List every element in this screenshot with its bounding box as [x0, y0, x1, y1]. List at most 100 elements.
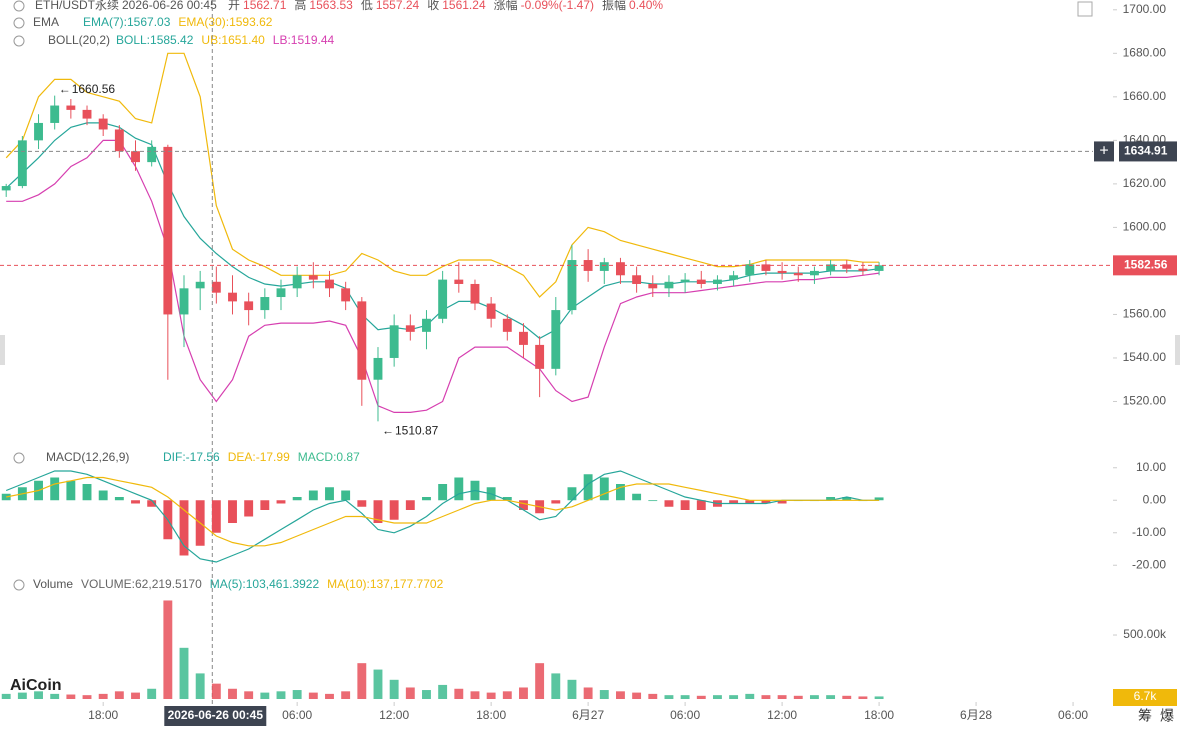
candle-body	[34, 122, 43, 141]
toggle-icon[interactable]	[13, 0, 25, 12]
candle-body	[777, 270, 787, 274]
macd-bar	[82, 484, 92, 501]
volume-bar	[405, 687, 415, 699]
macd-line	[6, 476, 880, 547]
legend-item: DEA:-17.99	[228, 450, 290, 464]
volume-tag	[1113, 689, 1177, 706]
legend-item: MACD:0.87	[298, 450, 360, 464]
candle-body	[147, 146, 157, 163]
macd-bar	[147, 500, 157, 507]
candle-body	[82, 109, 92, 119]
macd-bar	[131, 500, 140, 504]
candle-body	[567, 260, 577, 311]
candle-body	[712, 279, 722, 284]
legend-label: 开	[228, 0, 240, 12]
volume-bar	[858, 696, 868, 699]
x-tick-label: 06:00	[670, 708, 700, 722]
x-tick-label: 6月28	[960, 708, 992, 722]
volume-bar	[599, 690, 609, 699]
candle-body	[50, 105, 60, 123]
macd-bar	[502, 497, 512, 501]
macd-bar	[777, 500, 787, 504]
volume-bar	[535, 663, 545, 699]
indicator-name: EMA	[33, 15, 59, 29]
arrow: ←	[382, 424, 394, 438]
macd-bar	[244, 500, 254, 517]
legend-label: 高	[294, 0, 306, 12]
macd-bar	[616, 484, 625, 501]
add-button[interactable]	[1094, 141, 1114, 162]
x-tick-label: 18:00	[88, 708, 118, 722]
left-handle[interactable]	[0, 335, 5, 365]
indicator-name: BOLL(20,2)	[48, 33, 110, 47]
candle-body	[244, 301, 254, 311]
tool-button[interactable]: 爆	[1160, 708, 1174, 724]
macd-bar	[98, 490, 108, 501]
candle-body	[535, 344, 545, 369]
macd-line	[5, 470, 880, 563]
candle-body	[696, 279, 706, 284]
legend-value: 1557.24	[376, 0, 420, 12]
macd-bar	[761, 500, 771, 504]
extreme-label: 1660.56	[72, 82, 116, 96]
right-handle[interactable]	[1175, 335, 1180, 365]
macd-bar	[292, 497, 302, 501]
overlay-line	[5, 52, 880, 298]
volume-bar	[357, 663, 367, 699]
volume-bar	[211, 683, 221, 699]
y-tick-label: 10.00	[1136, 460, 1166, 474]
legend-item: VOLUME:62,219.5170	[81, 577, 202, 591]
fullscreen-button[interactable]	[1077, 1, 1093, 17]
candle-body	[599, 262, 609, 271]
candle-body	[276, 288, 286, 298]
time-tag	[164, 706, 267, 726]
x-tick-label: 6月27	[572, 708, 604, 722]
volume-bar	[712, 695, 722, 699]
legend-item: BOLL:1585.42	[116, 33, 194, 47]
volume-bar	[373, 669, 383, 699]
macd-bar	[308, 490, 318, 501]
volume-bar	[114, 691, 124, 699]
toggle-icon[interactable]	[13, 17, 25, 29]
y-tick-label: 1560.00	[1123, 307, 1167, 321]
volume-bar	[17, 692, 27, 699]
candle-body	[292, 275, 302, 289]
macd-bar	[551, 500, 561, 504]
x-tick-label: 18:00	[864, 708, 894, 722]
legend-label: 涨幅	[494, 0, 518, 12]
y-tick-label: 1600.00	[1123, 220, 1167, 234]
tool-button[interactable]: 筹	[1138, 708, 1152, 724]
volume-bar	[66, 694, 76, 699]
volume-bar	[745, 693, 755, 699]
last-price: 1582.56	[1124, 258, 1168, 272]
macd-bar	[389, 500, 399, 520]
legend-item: MA(5):103,461.3922	[210, 577, 320, 591]
macd-bar	[567, 487, 577, 501]
current-volume: 6.7k	[1134, 689, 1158, 703]
volume-bar	[632, 692, 642, 699]
legend-value: 0.40%	[629, 0, 663, 12]
legend-item: DIF:-17.56	[163, 450, 220, 464]
time: 2026-06-26 00:45	[122, 0, 217, 12]
macd-bar	[357, 500, 367, 507]
y-tick-label: 1660.00	[1123, 89, 1167, 103]
toggle-icon[interactable]	[13, 452, 25, 464]
crosshair-price: 1634.91	[1124, 144, 1168, 158]
volume-bar	[438, 684, 448, 699]
volume-bar	[680, 695, 690, 699]
legend-value: 1561.24	[442, 0, 486, 12]
volume-bar	[163, 600, 173, 699]
volume-bar	[195, 673, 205, 699]
volume-bar	[729, 695, 739, 699]
candle-body	[632, 275, 642, 284]
volume-bar	[260, 692, 270, 699]
volume-bar	[842, 695, 852, 699]
toggle-icon[interactable]	[13, 35, 25, 47]
candle-body	[308, 275, 318, 280]
macd-bar	[680, 500, 690, 510]
symbol: ETH/USDT永续	[35, 0, 119, 12]
toggle-icon[interactable]	[13, 579, 25, 591]
volume-bar	[422, 690, 431, 699]
